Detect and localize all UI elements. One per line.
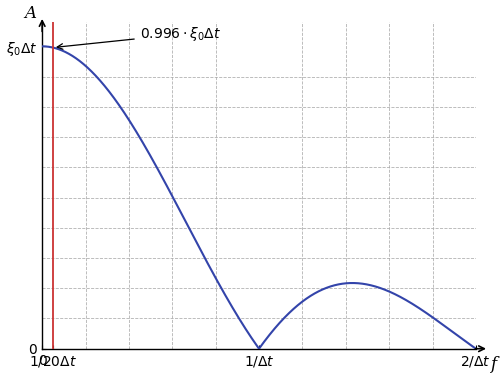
Text: A: A bbox=[24, 5, 36, 22]
Text: f: f bbox=[490, 356, 496, 373]
Text: $0.996\cdot\xi_0\Delta t$: $0.996\cdot\xi_0\Delta t$ bbox=[57, 25, 221, 49]
